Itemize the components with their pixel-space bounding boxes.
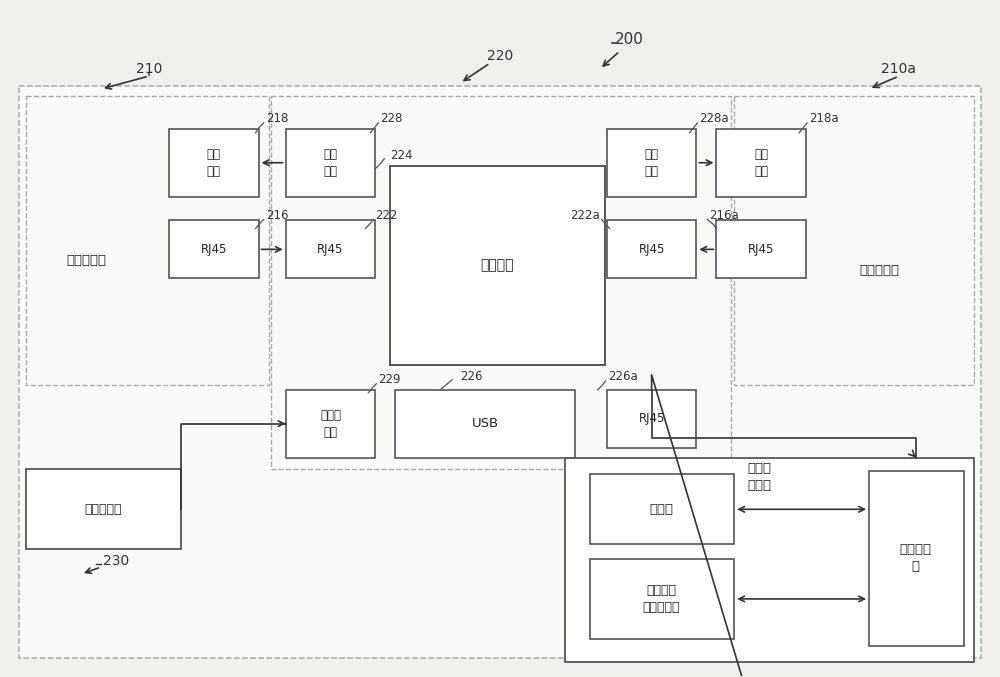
Text: 216a: 216a — [709, 209, 739, 222]
Text: 小型计算
机: 小型计算 机 — [900, 543, 932, 573]
Text: 电源
接口: 电源 接口 — [754, 148, 768, 178]
Text: 222: 222 — [375, 209, 398, 222]
Text: 226: 226 — [460, 370, 483, 383]
Text: 200: 200 — [615, 32, 644, 47]
Bar — [169, 129, 259, 196]
Text: 电源适配器: 电源适配器 — [84, 503, 122, 516]
Bar — [271, 96, 731, 469]
Bar — [716, 129, 806, 196]
Text: 210a: 210a — [881, 62, 916, 76]
Bar — [19, 86, 981, 657]
Text: 第一相机板: 第一相机板 — [66, 254, 106, 267]
Text: USB: USB — [471, 417, 499, 430]
Bar — [390, 166, 605, 365]
Text: 电源
接口: 电源 接口 — [207, 148, 221, 178]
Text: RJ45: RJ45 — [317, 243, 344, 256]
Text: 222a: 222a — [570, 209, 600, 222]
Text: 显示器: 显示器 — [650, 503, 674, 516]
Bar — [590, 559, 734, 639]
Bar — [395, 390, 575, 458]
Bar — [607, 390, 696, 447]
Text: RJ45: RJ45 — [638, 243, 665, 256]
Text: 210: 210 — [136, 62, 162, 76]
Text: RJ45: RJ45 — [201, 243, 227, 256]
Text: 第二相机板: 第二相机板 — [859, 264, 899, 277]
Text: 电源
接口: 电源 接口 — [645, 148, 659, 178]
Bar — [734, 96, 974, 385]
Text: 218a: 218a — [809, 112, 839, 125]
Text: 224: 224 — [390, 149, 413, 162]
Text: 电源输
入端: 电源输 入端 — [320, 409, 341, 439]
Bar — [286, 129, 375, 196]
Text: RJ45: RJ45 — [638, 412, 665, 425]
Text: 浏览器
功能端: 浏览器 功能端 — [747, 462, 771, 492]
Bar — [26, 96, 269, 385]
Text: 键盘、鼠
标、打印机: 键盘、鼠 标、打印机 — [643, 584, 680, 614]
Text: 228a: 228a — [699, 112, 729, 125]
Bar — [565, 458, 974, 661]
Bar — [286, 390, 375, 458]
Bar — [286, 221, 375, 278]
Text: 226a: 226a — [608, 370, 637, 383]
Bar — [26, 469, 181, 549]
Text: 电源
接口: 电源 接口 — [323, 148, 337, 178]
Text: 230: 230 — [103, 554, 129, 568]
Bar — [607, 129, 696, 196]
Bar — [716, 221, 806, 278]
Text: 处理单元: 处理单元 — [480, 259, 514, 272]
Bar — [869, 471, 964, 646]
Bar — [607, 221, 696, 278]
Bar — [169, 221, 259, 278]
Text: 220: 220 — [487, 49, 513, 63]
Text: RJ45: RJ45 — [748, 243, 774, 256]
Text: 229: 229 — [378, 373, 401, 387]
Text: 228: 228 — [380, 112, 403, 125]
Text: 216: 216 — [266, 209, 288, 222]
Bar — [590, 475, 734, 544]
Text: 218: 218 — [266, 112, 288, 125]
